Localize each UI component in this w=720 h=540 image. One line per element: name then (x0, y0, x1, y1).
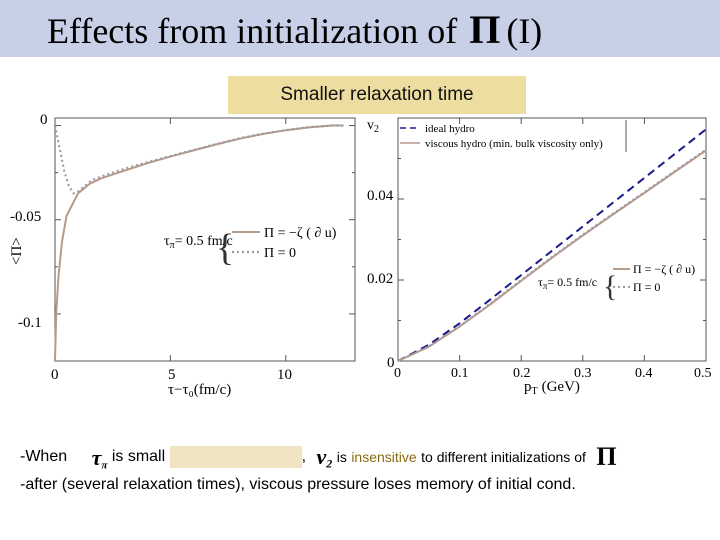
left-ylabel: <Π> (9, 237, 25, 265)
right-xtick-1: 0.1 (451, 366, 469, 381)
right-ytick-2: 0.04 (367, 188, 394, 204)
right-xtick-3: 0.3 (574, 366, 592, 381)
left-legend-label-pi-zero: Π = 0 (264, 246, 296, 261)
right-xlabel: pT (GeV) (524, 379, 580, 397)
left-xtick-1: 5 (168, 367, 176, 383)
slide-title: Effects from initialization of Π (I) (47, 6, 542, 53)
bottom-insensitive: insensitive (351, 449, 417, 465)
right-inner-legend-label-pi-zero: Π = 0 (633, 280, 660, 294)
bottom-line-2: -after (several relaxation times), visco… (20, 476, 576, 493)
bottom-line-1: -When τπ is small , v2 is insensitive to… (20, 442, 617, 472)
left-ytick-0: 0 (40, 112, 48, 128)
right-xtick-2: 0.2 (513, 366, 531, 381)
left-xtick-0: 0 (51, 367, 59, 383)
relaxation-banner: Smaller relaxation time (228, 76, 526, 114)
left-ytick-2: -0.1 (18, 315, 42, 331)
left-xtick-2: 10 (277, 367, 292, 383)
bottom-to-different: to different initializations of (421, 449, 586, 465)
right-xtick-4: 0.4 (635, 366, 653, 381)
bottom-v2-symbol: v2 (316, 444, 333, 471)
title-text: Effects from initialization of (47, 11, 458, 51)
right-legend-brace: { (603, 270, 617, 303)
left-legend-label-viscous: Π = −ζ ( ∂ u) (264, 226, 337, 241)
right-inner-legend-label-viscous: Π = −ζ ( ∂ u) (633, 262, 695, 276)
title-pi-symbol: Π (469, 7, 501, 52)
bottom-is-small: is small (111, 448, 166, 465)
bottom-is: is (336, 449, 347, 465)
bottom-tau-symbol: τπ (91, 444, 108, 472)
right-ytick-1: 0.02 (367, 271, 393, 287)
title-suffix: (I) (506, 11, 543, 51)
bottom-comma: , (301, 448, 307, 465)
left-legend-brace: { (216, 227, 234, 269)
right-legend-label-viscous: viscous hydro (min. bulk viscosity only) (425, 138, 603, 150)
bottom-highlight-box (169, 446, 302, 468)
right-xtick-0: 0 (394, 366, 401, 381)
right-legend-label-ideal: ideal hydro (425, 123, 475, 135)
left-annot-tau: τπ= 0.5 fm/c (164, 234, 233, 251)
right-series-viscous-line (397, 149, 707, 362)
left-xlabel: τ−τ₀(fm/c) (168, 382, 231, 398)
right-ylabel: v2 (367, 118, 379, 135)
right-series-ideal-line (397, 128, 707, 362)
bottom-pi-symbol: Π (596, 442, 617, 471)
right-xtick-5: 0.5 (694, 366, 712, 381)
right-plot: v2 0 0.02 0.04 0 0.1 0.2 0.3 0.4 0.5 pT(… (367, 117, 712, 397)
right-plot-frame (397, 117, 707, 362)
left-series-pi-zero-line (53, 124, 344, 195)
title-bar (0, 0, 720, 57)
right-ytick-0: 0 (387, 355, 395, 371)
right-annot-tau: τπ= 0.5 fm/c (538, 275, 597, 291)
right-series-pi-zero-line (397, 148, 707, 362)
bottom-when: -When (20, 448, 68, 465)
left-plot: 0 -0.05 -0.1 0 5 10 τ−τ₀(fm/c) <Π> τπ= 0… (9, 112, 356, 398)
left-ytick-1: -0.05 (10, 209, 41, 225)
left-plot-frame (54, 117, 356, 362)
